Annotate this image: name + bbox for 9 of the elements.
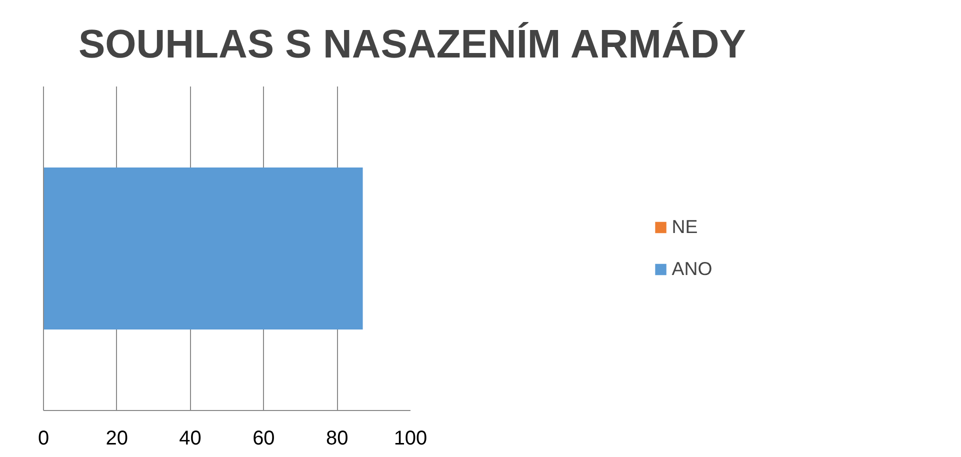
x-tick-label: 0: [38, 428, 50, 450]
chart-title: SOUHLAS S NASAZENÍM ARMÁDY: [78, 22, 746, 66]
x-tick-label: 20: [106, 428, 128, 450]
x-tick-label: 100: [394, 428, 428, 450]
legend-label: NE: [672, 216, 698, 238]
legend-label: ANO: [672, 258, 712, 280]
x-tick-label: 80: [326, 428, 348, 450]
x-tick-label: 60: [252, 428, 275, 450]
x-tick-label: 40: [179, 428, 202, 450]
